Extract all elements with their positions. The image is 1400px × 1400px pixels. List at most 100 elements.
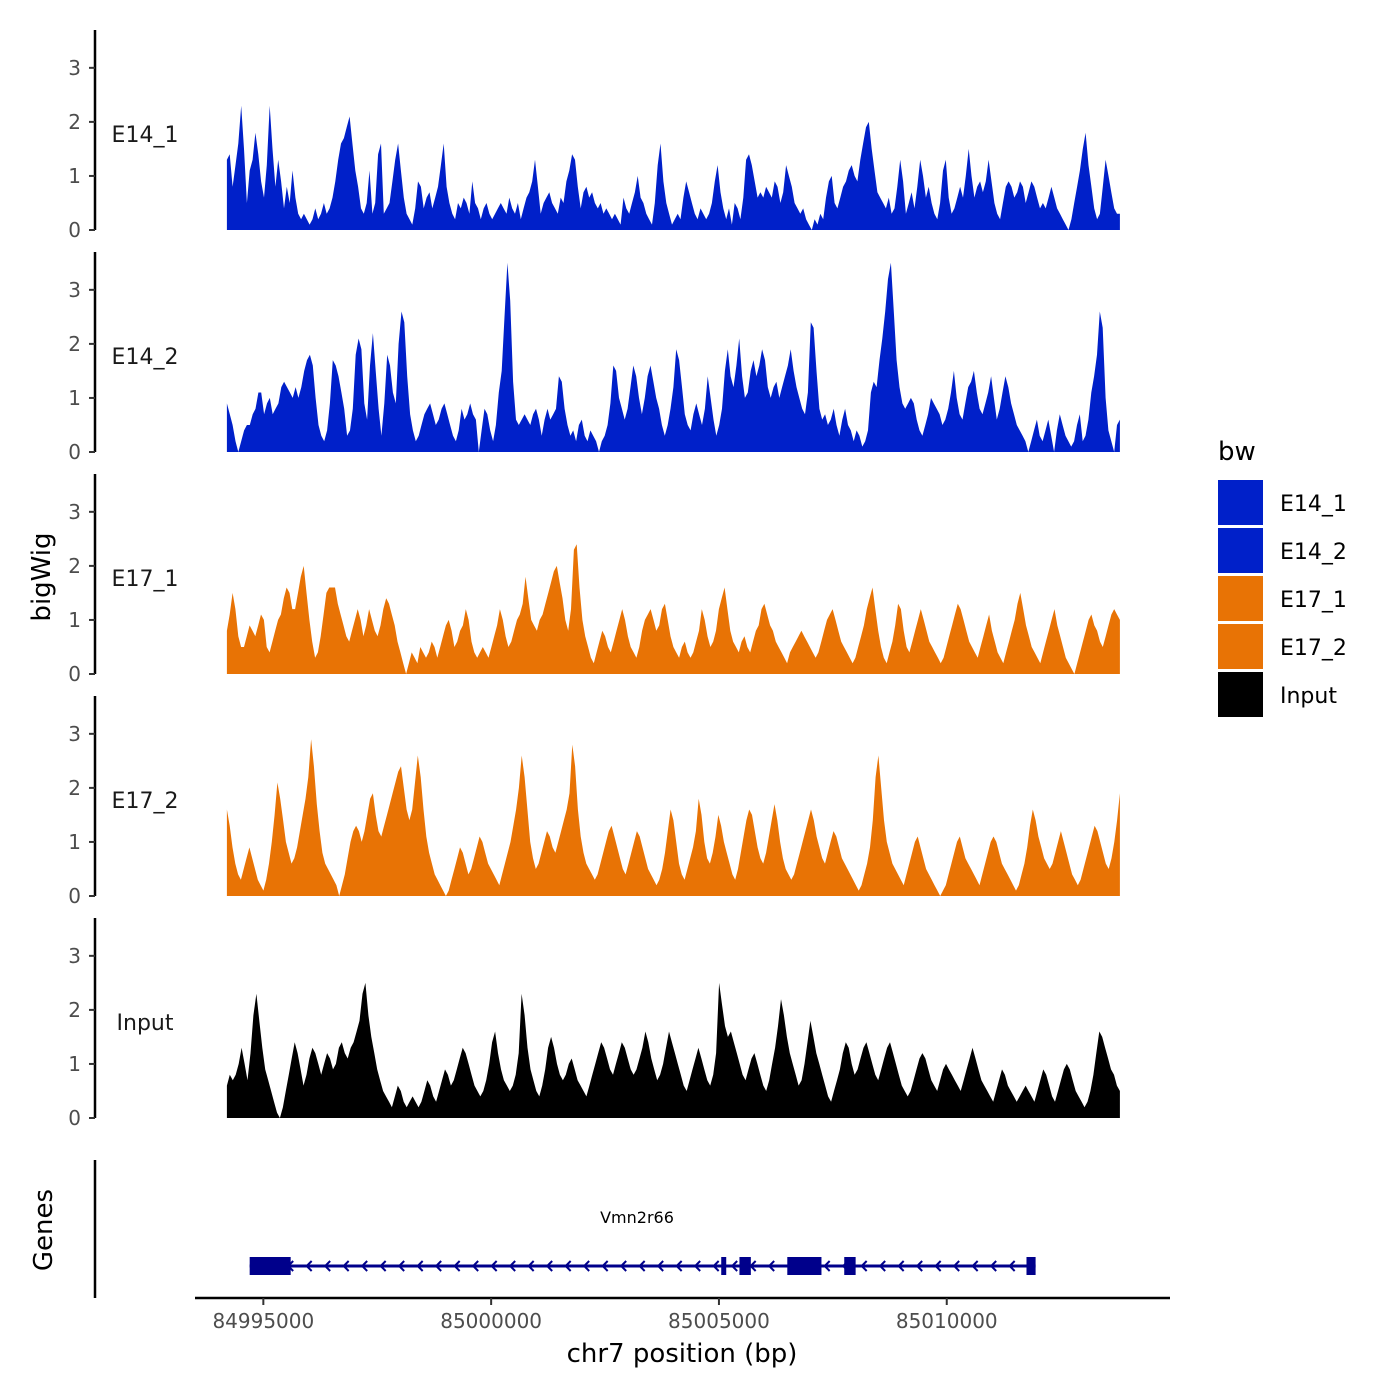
strand-arrow [693, 1260, 701, 1272]
track-label: Input [117, 1011, 174, 1036]
y-tick-label: 2 [68, 332, 81, 356]
legend-swatch [1218, 672, 1263, 717]
legend-item-input: Input [1218, 672, 1337, 717]
strand-arrow [471, 1260, 479, 1272]
y-tick-label: 2 [68, 998, 81, 1022]
legend-label: E17_1 [1280, 588, 1347, 613]
strand-arrow [323, 1260, 331, 1272]
legend-swatch [1218, 576, 1263, 621]
strand-arrow [952, 1260, 960, 1272]
y-tick-label: 1 [68, 1052, 81, 1076]
x-tick-label: 85000000 [440, 1309, 542, 1333]
y-tick-label: 2 [68, 110, 81, 134]
gene-exon [1026, 1257, 1036, 1275]
y-tick-label: 0 [68, 1106, 81, 1130]
strand-arrow [601, 1260, 609, 1272]
coverage-area-e17_2 [226, 739, 1120, 896]
strand-arrow [915, 1260, 923, 1272]
gene-exon [787, 1257, 822, 1275]
strand-arrow [490, 1260, 498, 1272]
x-ticks: 84995000 85000000 85005000 85010000 [212, 1298, 998, 1333]
strand-arrow [638, 1260, 646, 1272]
x-tick-label: 85010000 [896, 1309, 998, 1333]
gene-exon [844, 1257, 856, 1275]
strand-arrow [434, 1260, 442, 1272]
gene-exon [721, 1257, 727, 1275]
y-tick-label: 0 [68, 884, 81, 908]
coverage-area-e17_1 [226, 544, 1120, 674]
y-tick-label: 1 [68, 830, 81, 854]
legend-item-e17_1: E17_1 [1218, 576, 1347, 621]
strand-arrow [545, 1260, 553, 1272]
gene-exon [739, 1257, 751, 1275]
strand-arrow [305, 1260, 313, 1272]
y-tick-label: 1 [68, 608, 81, 632]
y-tick-label: 1 [68, 386, 81, 410]
strand-arrow [730, 1260, 738, 1272]
coverage-area-e14_2 [226, 262, 1120, 452]
gene-label: Vmn2r66 [600, 1208, 674, 1227]
legend-label: Input [1280, 684, 1337, 709]
x-tick-label: 85005000 [668, 1309, 770, 1333]
strand-arrow [342, 1260, 350, 1272]
track-e17_2: 0 1 2 3 E17_2 [68, 696, 1120, 908]
genes-axis-title: Genes [29, 1189, 59, 1271]
strand-arrow [971, 1260, 979, 1272]
strand-arrow [527, 1260, 535, 1272]
track-e14_2: 0 1 2 3 E14_2 [68, 252, 1120, 464]
x-axis-title: chr7 position (bp) [567, 1339, 798, 1369]
y-tick-label: 2 [68, 776, 81, 800]
gene-model [249, 1257, 1036, 1275]
y-tick-label: 3 [68, 278, 81, 302]
strand-arrow [1008, 1260, 1016, 1272]
legend-title: bw [1218, 437, 1256, 467]
strand-arrow [564, 1260, 572, 1272]
gene-track: Genes Vmn2r66 [29, 1160, 1036, 1298]
legend-swatch [1218, 624, 1263, 669]
coverage-area-e14_1 [226, 105, 1120, 230]
track-label: E14_1 [112, 123, 179, 148]
strand-arrow [860, 1260, 868, 1272]
y-tick-label: 0 [68, 218, 81, 242]
y-tick-label: 2 [68, 554, 81, 578]
y-axis-title: bigWig [27, 532, 57, 621]
strand-arrow [360, 1260, 368, 1272]
x-axis: 84995000 85000000 85005000 85010000 chr7 po… [195, 1296, 1170, 1369]
strand-arrow [453, 1260, 461, 1272]
strand-arrow [619, 1260, 627, 1272]
strand-arrow [397, 1260, 405, 1272]
strand-arrow [675, 1260, 683, 1272]
y-tick-label: 3 [68, 56, 81, 80]
y-tick-label: 3 [68, 500, 81, 524]
coverage-area-input [226, 982, 1120, 1118]
coverage-tracks: 0 1 2 3 E14_1 0 1 2 3 E14_2 0 1 2 3 E17_1 0 1 2 3 E17_2 0 1 2 3… [68, 30, 1120, 1130]
legend-swatch [1218, 480, 1263, 525]
strand-arrow [508, 1260, 516, 1272]
y-tick-label: 3 [68, 722, 81, 746]
y-tick-label: 0 [68, 662, 81, 686]
track-label: E17_2 [112, 789, 179, 814]
track-label: E17_1 [112, 567, 179, 592]
strand-arrow [897, 1260, 905, 1272]
track-e17_1: 0 1 2 3 E17_1 [68, 474, 1120, 686]
strand-arrow [712, 1260, 720, 1272]
track-e14_1: 0 1 2 3 E14_1 [68, 30, 1120, 242]
y-tick-label: 0 [68, 440, 81, 464]
legend-label: E17_2 [1280, 636, 1347, 661]
legend-item-e14_1: E14_1 [1218, 480, 1347, 525]
y-tick-label: 3 [68, 944, 81, 968]
legend-item-e17_2: E17_2 [1218, 624, 1347, 669]
strand-arrow [582, 1260, 590, 1272]
strand-arrow [934, 1260, 942, 1272]
x-tick-label: 84995000 [212, 1309, 314, 1333]
y-tick-label: 1 [68, 164, 81, 188]
legend: bw E14_1 E14_2 E17_1 E17_2 Input [1218, 437, 1347, 717]
strand-arrow [416, 1260, 424, 1272]
strand-arrow [878, 1260, 886, 1272]
gene-exon [249, 1257, 291, 1275]
legend-label: E14_2 [1280, 540, 1347, 565]
legend-items: E14_1 E14_2 E17_1 E17_2 Input [1218, 480, 1347, 717]
strand-arrow [767, 1260, 775, 1272]
strand-arrow [989, 1260, 997, 1272]
